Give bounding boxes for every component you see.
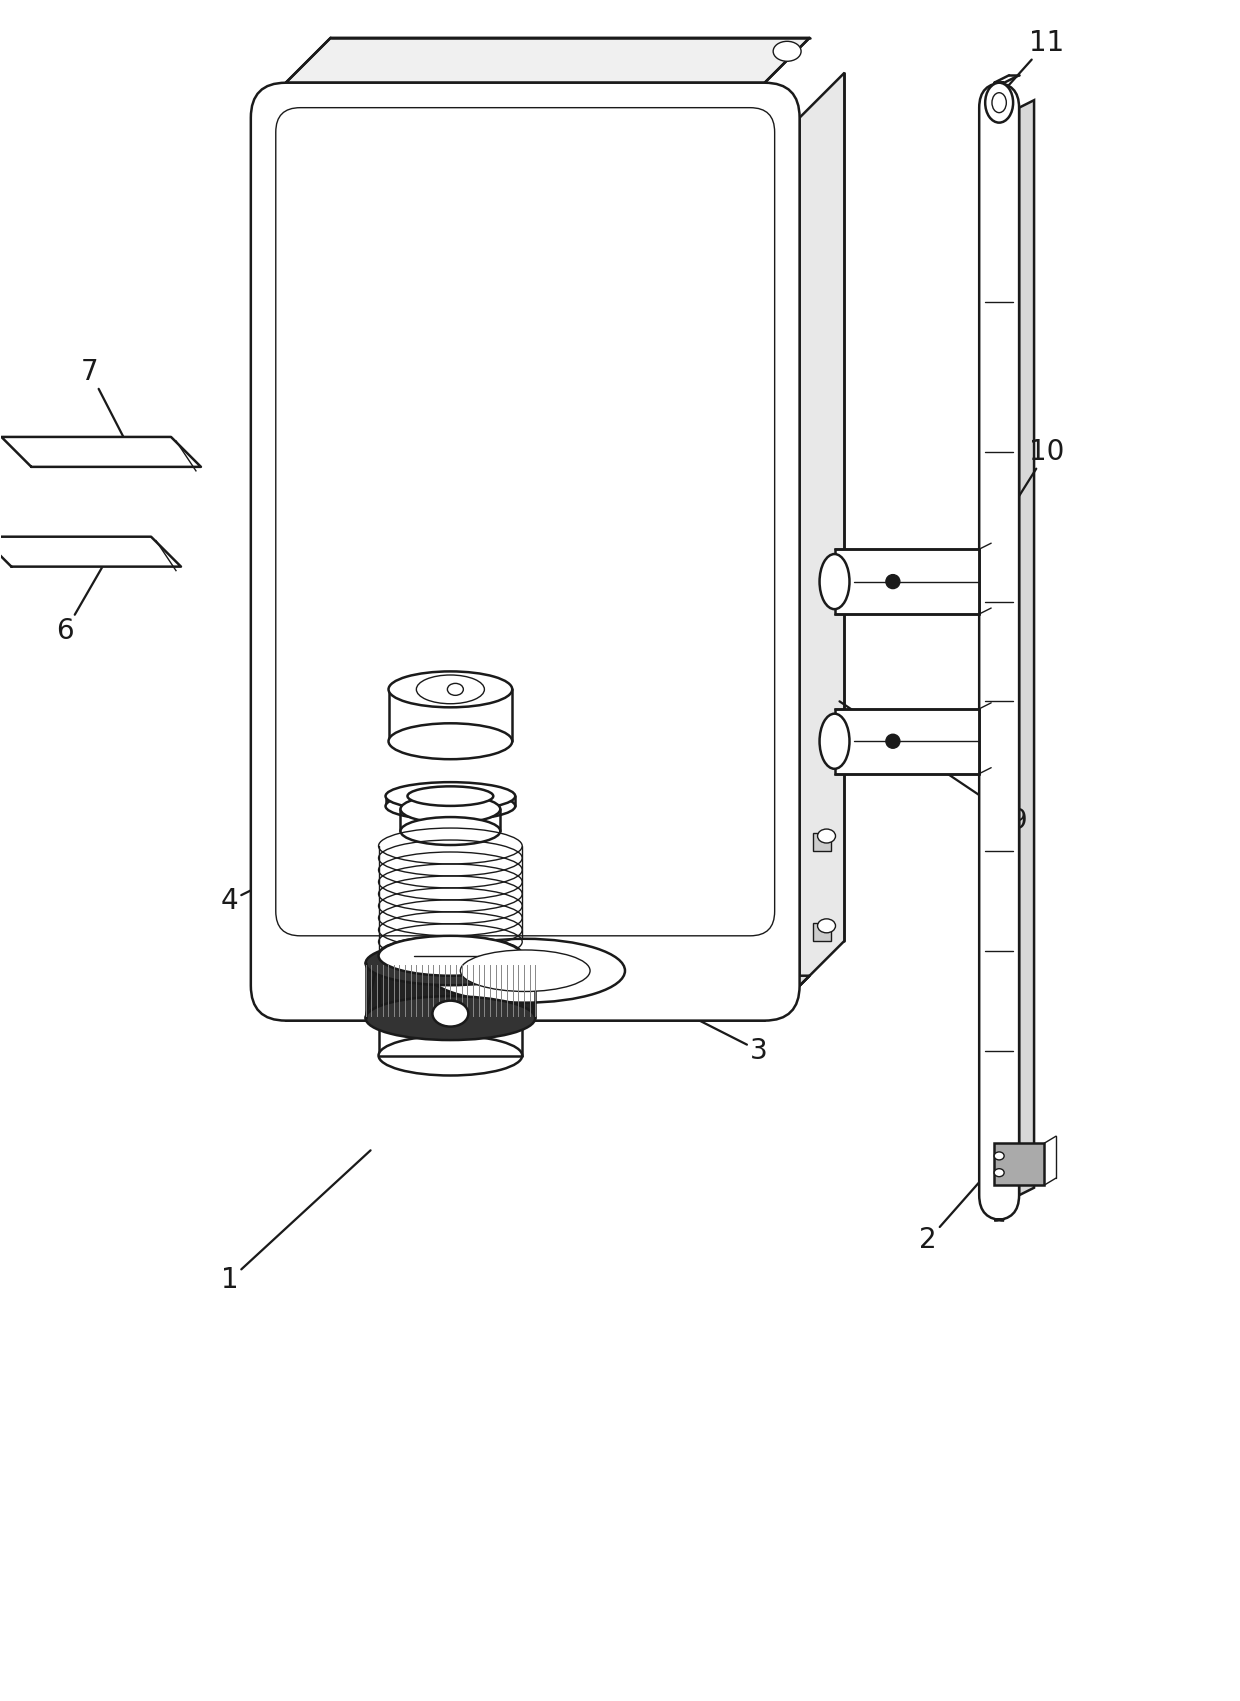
Text: 7: 7	[81, 359, 131, 452]
Text: 1: 1	[221, 1150, 371, 1294]
FancyBboxPatch shape	[275, 107, 775, 936]
Ellipse shape	[774, 41, 801, 61]
Ellipse shape	[820, 555, 849, 609]
Text: 10: 10	[985, 437, 1064, 551]
Ellipse shape	[885, 575, 900, 589]
Polygon shape	[0, 538, 181, 566]
Ellipse shape	[388, 723, 512, 759]
Polygon shape	[800, 73, 844, 985]
Ellipse shape	[885, 735, 900, 748]
Ellipse shape	[460, 949, 590, 992]
Ellipse shape	[433, 1000, 469, 1027]
Ellipse shape	[817, 828, 836, 844]
Text: 5: 5	[250, 667, 450, 726]
Polygon shape	[285, 976, 810, 1021]
Text: 6: 6	[56, 551, 112, 645]
Ellipse shape	[817, 919, 836, 932]
Text: 9: 9	[839, 701, 1027, 835]
Bar	[813, 924, 831, 941]
Ellipse shape	[378, 1036, 522, 1075]
Ellipse shape	[366, 941, 536, 985]
Ellipse shape	[820, 714, 849, 769]
Ellipse shape	[425, 939, 625, 1002]
Bar	[813, 833, 831, 850]
Ellipse shape	[417, 675, 485, 704]
FancyBboxPatch shape	[250, 83, 800, 1021]
Bar	[835, 709, 980, 774]
Text: 2: 2	[919, 1165, 994, 1254]
Polygon shape	[285, 37, 810, 83]
Bar	[994, 1143, 1044, 1186]
Ellipse shape	[366, 997, 536, 1039]
Bar	[366, 963, 536, 1019]
Ellipse shape	[992, 92, 1007, 112]
Polygon shape	[1, 437, 201, 466]
Text: 3: 3	[680, 1010, 768, 1065]
Text: 4: 4	[221, 816, 401, 915]
Ellipse shape	[386, 782, 516, 810]
Ellipse shape	[401, 816, 500, 845]
Polygon shape	[1019, 100, 1034, 1196]
Ellipse shape	[388, 672, 512, 708]
Ellipse shape	[994, 1169, 1004, 1177]
Ellipse shape	[408, 796, 494, 816]
Ellipse shape	[448, 684, 464, 696]
Text: 11: 11	[985, 29, 1064, 112]
Bar	[835, 549, 980, 614]
Ellipse shape	[378, 936, 522, 976]
Ellipse shape	[986, 83, 1013, 122]
Bar	[378, 956, 522, 1056]
Ellipse shape	[408, 786, 494, 806]
Ellipse shape	[386, 793, 516, 820]
FancyBboxPatch shape	[980, 83, 1019, 1220]
Ellipse shape	[401, 794, 500, 823]
Ellipse shape	[994, 1152, 1004, 1160]
